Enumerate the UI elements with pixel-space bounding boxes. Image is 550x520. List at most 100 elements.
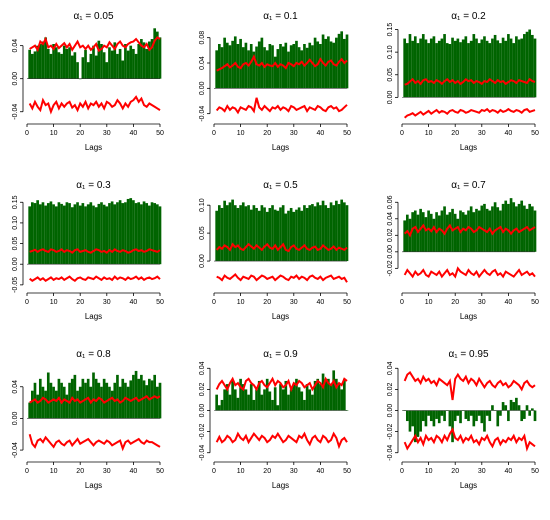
acf-bar	[429, 410, 433, 422]
acf-bar	[509, 399, 513, 411]
acf-bar	[142, 42, 146, 79]
y-tick-label: 0.00	[199, 254, 206, 268]
acf-bar	[300, 391, 304, 411]
y-tick-label: 0.02	[199, 382, 206, 396]
acf-bar	[528, 29, 532, 98]
acf-bar	[129, 45, 133, 79]
acf-bar	[335, 378, 338, 411]
acf-bar	[118, 48, 122, 79]
acf-bar	[337, 204, 341, 262]
x-tick-label: 50	[343, 299, 351, 306]
upper-band-line	[403, 371, 536, 401]
acf-bar	[464, 214, 468, 252]
acf-bar	[247, 50, 250, 89]
acf-bar	[228, 202, 232, 262]
acf-bar	[129, 198, 133, 265]
acf-bar	[313, 380, 317, 411]
acf-bar	[28, 402, 31, 419]
acf-bar	[321, 373, 325, 411]
acf-bar	[121, 203, 125, 265]
acf-bar	[249, 44, 253, 89]
acf-bar	[429, 38, 433, 98]
acf-bar	[324, 38, 328, 89]
acf-bar	[308, 389, 312, 411]
acf-bar	[472, 34, 476, 98]
acf-bar	[445, 43, 449, 98]
acf-bar	[65, 202, 69, 265]
x-axis-label: Lags	[460, 312, 477, 321]
x-axis-label: Lags	[85, 481, 102, 490]
x-tick-label: 40	[505, 299, 513, 306]
panel-title: α₁ = 0.8	[76, 349, 111, 360]
acf-bar	[223, 200, 226, 262]
y-tick-label: 0.00	[387, 245, 394, 259]
lower-band-line	[28, 95, 161, 115]
acf-bar	[60, 53, 63, 79]
acf-bar	[477, 43, 481, 98]
acf-bar	[134, 203, 138, 265]
x-tick-label: 40	[317, 299, 325, 306]
acf-bar	[65, 48, 69, 79]
lower-band-line	[404, 107, 536, 119]
acf-bar	[255, 207, 258, 262]
x-tick-label: 10	[237, 468, 245, 475]
acf-bar	[148, 205, 151, 265]
acf-bar	[124, 382, 127, 419]
x-tick-label: 30	[290, 299, 298, 306]
acf-bar	[480, 410, 484, 424]
acf-bar	[520, 410, 524, 422]
acf-bar	[421, 410, 425, 422]
lower-band-line	[215, 97, 348, 115]
acf-bar	[305, 207, 309, 262]
x-tick-label: 20	[451, 468, 459, 475]
acf-bar	[496, 40, 500, 98]
x-tick-label: 30	[478, 130, 486, 137]
acf-bar	[525, 208, 529, 252]
acf-bar	[92, 45, 95, 79]
acf-bar	[459, 42, 462, 98]
acf-bar	[36, 200, 39, 265]
acf-bar	[491, 206, 494, 252]
y-tick-label: 0.00	[387, 90, 394, 104]
acf-bar	[30, 53, 34, 79]
acf-bar	[110, 201, 114, 265]
acf-bar	[488, 43, 492, 98]
acf-bar	[137, 202, 141, 265]
acf-bar	[44, 390, 47, 419]
acf-bar	[30, 202, 34, 265]
acf-bar	[263, 389, 266, 411]
x-tick-label: 50	[531, 299, 539, 306]
x-tick-label: 30	[103, 299, 111, 306]
acf-bar	[231, 199, 234, 262]
acf-bar	[105, 62, 109, 79]
acf-bar	[94, 55, 98, 79]
acf-bar	[148, 41, 151, 79]
acf-bar	[340, 389, 344, 411]
acf-bar	[499, 43, 502, 98]
x-tick-label: 0	[400, 468, 404, 475]
panel-title: α₁ = 0.7	[451, 180, 486, 191]
y-tick-label: -0.02	[387, 424, 394, 440]
acf-bar	[276, 49, 280, 89]
acf-bar	[118, 200, 122, 265]
acf-bar	[153, 203, 157, 265]
acf-bar	[451, 37, 454, 98]
x-tick-label: 50	[156, 299, 164, 306]
y-tick-label: 0.00	[12, 411, 19, 425]
acf-bar	[459, 410, 462, 424]
x-tick-label: 20	[263, 468, 271, 475]
acf-bar	[308, 42, 312, 89]
lower-band-line	[29, 275, 161, 282]
acf-bar	[421, 34, 425, 98]
acf-bar	[54, 47, 58, 79]
acf-bar	[456, 218, 460, 252]
y-tick-label: 0.05	[12, 237, 19, 251]
acf-bar	[76, 202, 79, 265]
acf-bar	[252, 51, 256, 89]
acf-bar	[411, 40, 414, 98]
acf-bar	[268, 207, 272, 262]
acf-bar	[124, 44, 127, 79]
acf-bar	[46, 48, 50, 79]
acf-bar	[528, 410, 532, 416]
acf-panel: α₁ = 0.05 0 10 20 30 40 50 -0.04 0.00 0.04 Lags	[12, 11, 164, 152]
